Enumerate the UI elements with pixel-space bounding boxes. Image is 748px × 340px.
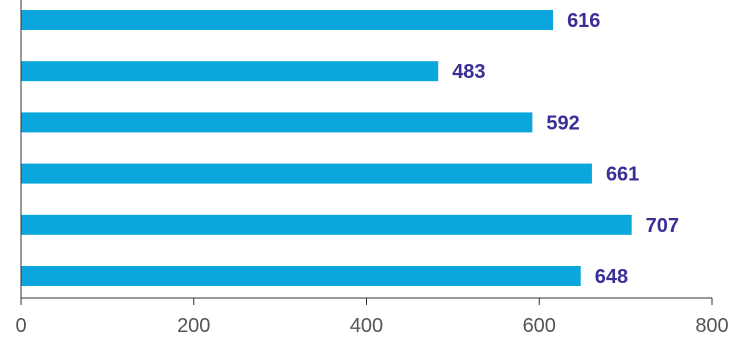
data-label-6: 648 — [595, 266, 628, 288]
axes-group — [20, 0, 712, 299]
bar-4 — [21, 163, 592, 184]
x-tick-label-600: 600 — [523, 315, 556, 337]
data-label-5: 707 — [646, 215, 679, 237]
data-labels-group: 616 483 592 661 707 648 — [452, 10, 679, 288]
bar-6 — [21, 266, 581, 286]
bar-1 — [21, 10, 554, 30]
data-label-1: 616 — [567, 10, 600, 32]
x-tick-label-0: 0 — [15, 315, 26, 337]
bar-2 — [21, 61, 439, 82]
data-label-2: 483 — [452, 61, 485, 83]
x-tick-label-800: 800 — [695, 315, 728, 337]
data-label-4: 661 — [606, 164, 639, 186]
x-tick-label-400: 400 — [350, 315, 383, 337]
bar-5 — [21, 214, 632, 235]
data-label-3: 592 — [546, 112, 579, 134]
x-ticks-group: 0 200 400 600 800 — [15, 298, 729, 337]
bars-group — [21, 10, 632, 286]
x-tick-label-200: 200 — [177, 315, 210, 337]
bar-3 — [21, 112, 533, 133]
